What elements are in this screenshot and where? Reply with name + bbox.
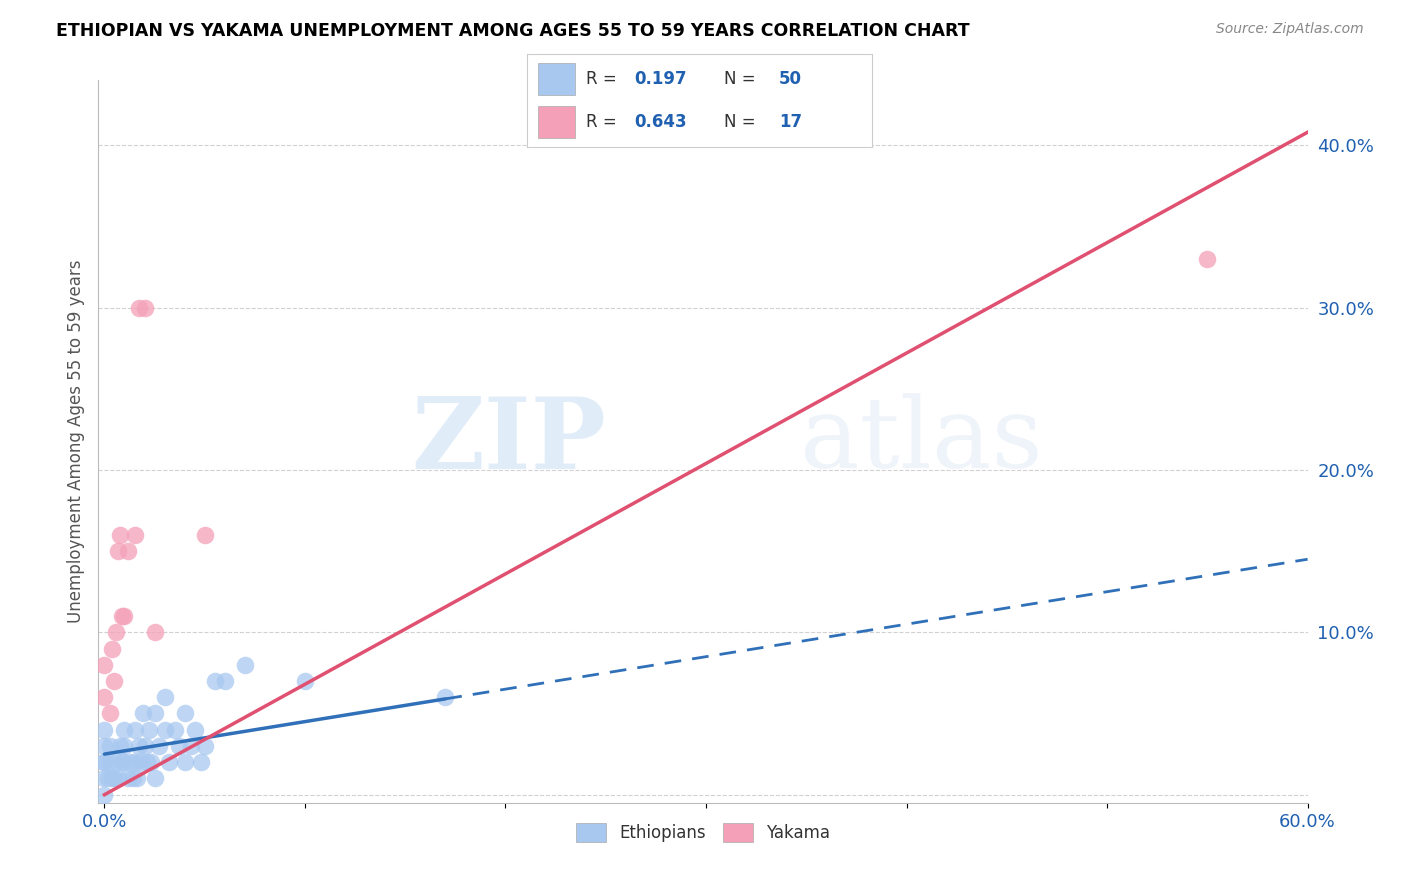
Point (134, 739, 156, 753)
Point (101, 772, 124, 786)
Point (131, 706, 153, 721)
Text: N =: N = (724, 113, 761, 131)
Text: R =: R = (586, 113, 621, 131)
Point (100, 739, 122, 753)
Text: ZIP: ZIP (412, 393, 606, 490)
Point (124, 723, 146, 737)
Point (114, 739, 136, 753)
Text: 17: 17 (779, 113, 801, 131)
Point (153, 690, 176, 705)
Point (97, 772, 120, 786)
Point (93, 772, 115, 786)
Point (93, 723, 115, 737)
Text: N =: N = (724, 70, 761, 87)
Point (143, 772, 166, 786)
Point (114, 609, 136, 624)
Point (129, 755, 152, 769)
Point (194, 739, 217, 753)
Point (157, 755, 180, 769)
Point (194, 528, 217, 542)
Point (110, 739, 132, 753)
FancyBboxPatch shape (537, 106, 575, 138)
Point (100, 706, 122, 721)
Point (93, 657, 115, 672)
Point (180, 739, 202, 753)
Point (128, 739, 150, 753)
Point (125, 772, 148, 786)
Point (139, 755, 162, 769)
Point (233, 657, 256, 672)
Point (1197, 252, 1219, 266)
Point (114, 755, 136, 769)
Point (183, 723, 205, 737)
Point (204, 673, 226, 688)
Point (148, 739, 170, 753)
Point (143, 706, 166, 721)
Text: 0.643: 0.643 (634, 113, 686, 131)
Point (143, 625, 166, 640)
Point (93, 755, 115, 769)
Point (173, 755, 195, 769)
FancyBboxPatch shape (537, 63, 575, 95)
Point (138, 723, 160, 737)
Point (107, 544, 129, 558)
Point (294, 673, 316, 688)
Point (111, 755, 134, 769)
Text: 50: 50 (779, 70, 801, 87)
Point (117, 772, 139, 786)
Point (135, 755, 157, 769)
Point (173, 706, 195, 721)
Point (105, 625, 128, 640)
Point (110, 528, 132, 542)
Point (100, 755, 122, 769)
Y-axis label: Unemployment Among Ages 55 to 59 years: Unemployment Among Ages 55 to 59 years (66, 260, 84, 624)
Point (124, 755, 146, 769)
Point (117, 544, 139, 558)
Point (121, 772, 143, 786)
Point (134, 301, 156, 315)
Text: R =: R = (586, 70, 621, 87)
Point (103, 673, 125, 688)
Point (167, 739, 190, 753)
Point (93, 788, 115, 802)
Point (190, 755, 212, 769)
Text: Source: ZipAtlas.com: Source: ZipAtlas.com (1216, 22, 1364, 37)
Point (101, 641, 124, 656)
Point (93, 739, 115, 753)
Point (120, 755, 142, 769)
Point (163, 723, 186, 737)
Text: 0.197: 0.197 (634, 70, 686, 87)
Point (93, 755, 115, 769)
Point (103, 772, 125, 786)
Legend: Ethiopians, Yakama: Ethiopians, Yakama (569, 816, 837, 848)
Point (114, 723, 136, 737)
Point (434, 690, 457, 705)
Point (105, 755, 128, 769)
Point (214, 673, 236, 688)
Text: atlas: atlas (800, 393, 1042, 490)
Point (124, 528, 146, 542)
Text: ETHIOPIAN VS YAKAMA UNEMPLOYMENT AMONG AGES 55 TO 59 YEARS CORRELATION CHART: ETHIOPIAN VS YAKAMA UNEMPLOYMENT AMONG A… (56, 22, 970, 40)
Point (107, 772, 129, 786)
Point (153, 723, 176, 737)
Point (111, 609, 134, 624)
Point (93, 690, 115, 705)
Point (128, 301, 150, 315)
